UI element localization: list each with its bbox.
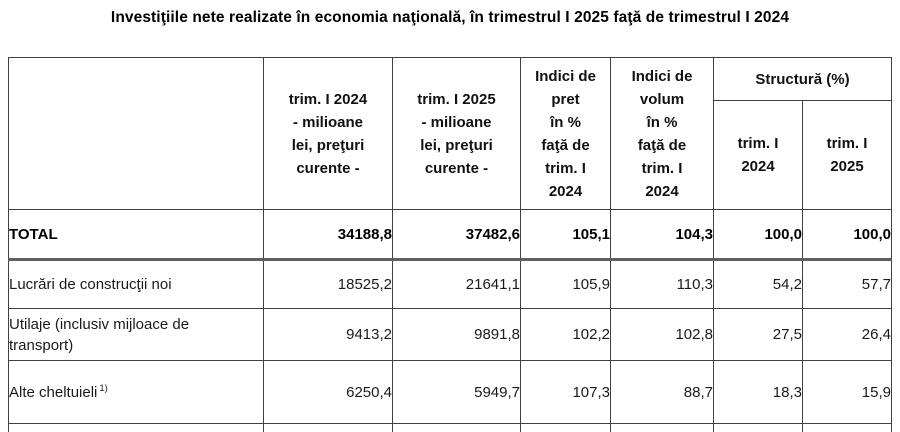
header-row-sub: trim. I 2024 trim. I 2025 <box>9 100 892 210</box>
value-cell: 102,2 <box>520 308 611 361</box>
header-volume-index-col: Indici de volum în % faţă de trim. I 202… <box>610 57 714 210</box>
value-cell: 54,2 <box>713 259 803 309</box>
header-structure-2025-col: trim. I 2025 <box>802 100 892 210</box>
value-cell: 9413,2 <box>263 308 393 361</box>
table-row-alte-cheltuieli: Alte cheltuieli 1) 6250,4 5949,7 107,3 88… <box>8 360 892 424</box>
value-cell: 57,7 <box>802 259 892 309</box>
table-row-constructii: Lucrări de construcţii noi 18525,2 21641… <box>8 259 892 309</box>
value-cell: 5949,7 <box>392 360 521 424</box>
value-cell: 21641,1 <box>392 259 521 309</box>
value-cell: 18,3 <box>713 360 803 424</box>
row-label-text: Alte cheltuieli <box>9 383 98 401</box>
table-row-cutoff <box>8 423 892 432</box>
header-empty-cell <box>8 57 264 210</box>
header-trim-2024-col: trim. I 2024 - milioane lei, preţuri cur… <box>263 57 393 210</box>
value-cell: 27,5 <box>713 308 803 361</box>
value-cell: 102,8 <box>610 308 714 361</box>
header-row-top: trim. I 2024 - milioane lei, preţuri cur… <box>8 57 892 210</box>
table-row-utilaje: Utilaje (inclusiv mijloace de transport)… <box>8 308 892 361</box>
value-cell: 18525,2 <box>263 259 393 309</box>
value-cell: 105,1 <box>520 209 611 261</box>
value-cell: 105,9 <box>520 259 611 309</box>
value-cell: 9891,8 <box>392 308 521 361</box>
header-structure-group: Structură (%) <box>713 57 892 101</box>
page-title: Investiţiile nete realizate în economia … <box>110 9 790 26</box>
value-cell: 15,9 <box>802 360 892 424</box>
value-cell: 107,3 <box>520 360 611 424</box>
header-price-index-col: Indici de pret în % faţă de trim. I 2024 <box>520 57 611 210</box>
table-row-total: TOTAL 34188,8 37482,6 105,1 104,3 100,0 … <box>8 209 892 261</box>
value-cell: 100,0 <box>802 209 892 261</box>
row-label: Utilaje (inclusiv mijloace de transport) <box>8 308 264 361</box>
footnote-marker: 1) <box>99 382 108 394</box>
value-cell: 34188,8 <box>263 209 393 261</box>
value-cell: 37482,6 <box>392 209 521 261</box>
row-label: Alte cheltuieli 1) <box>8 360 264 424</box>
value-cell: 100,0 <box>713 209 803 261</box>
value-cell: 6250,4 <box>263 360 393 424</box>
header-structure-2024-col: trim. I 2024 <box>713 100 803 210</box>
header-trim-2025-col: trim. I 2025 - milioane lei, preţuri cur… <box>392 57 521 210</box>
row-label: Lucrări de construcţii noi <box>8 259 264 309</box>
value-cell: 26,4 <box>802 308 892 361</box>
value-cell: 104,3 <box>610 209 714 261</box>
value-cell: 88,7 <box>610 360 714 424</box>
value-cell: 110,3 <box>610 259 714 309</box>
investments-table: trim. I 2024 - milioane lei, preţuri cur… <box>8 57 892 432</box>
row-label: TOTAL <box>8 209 264 261</box>
